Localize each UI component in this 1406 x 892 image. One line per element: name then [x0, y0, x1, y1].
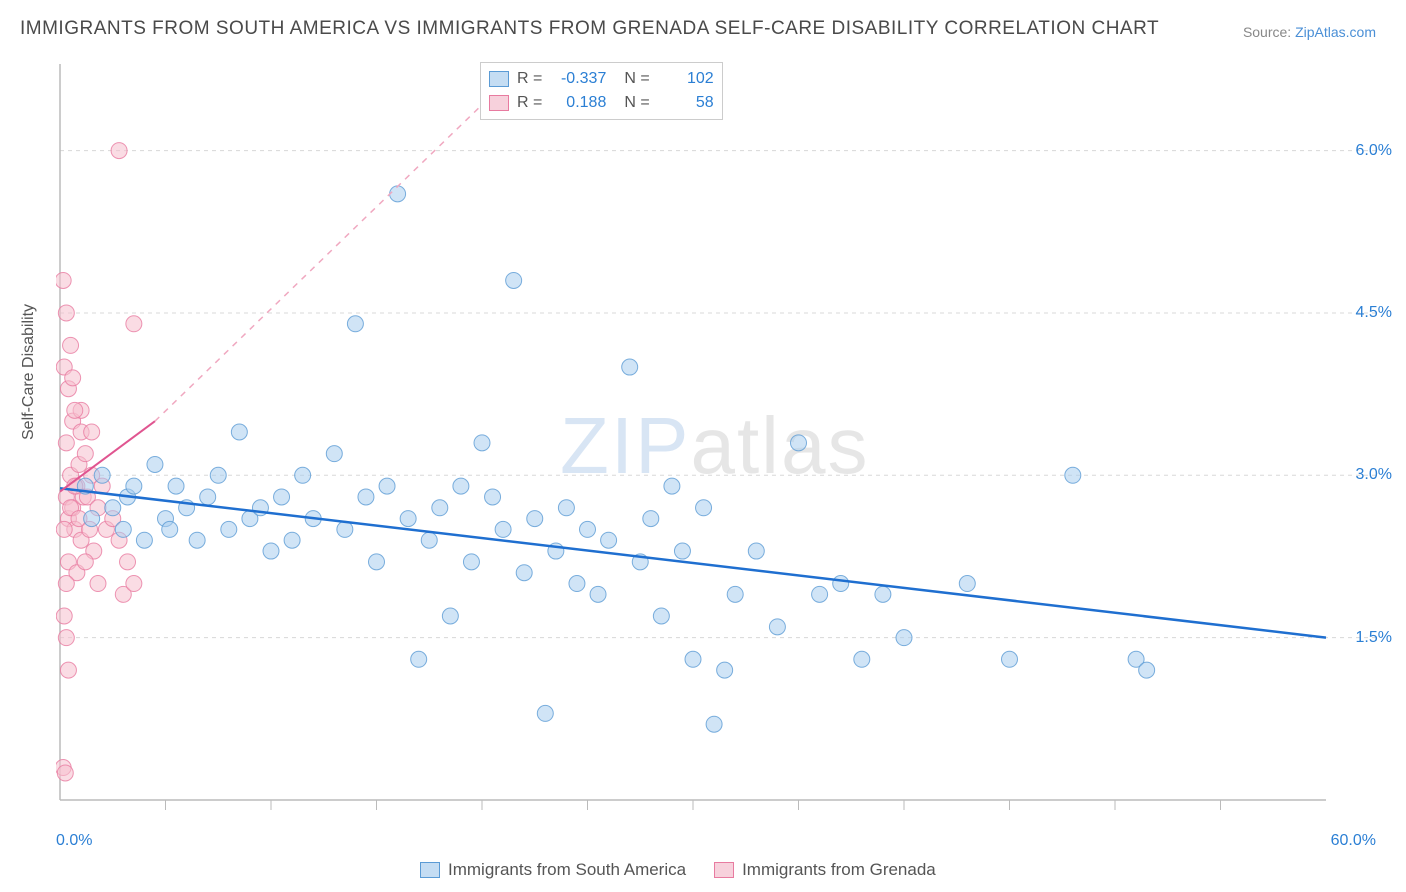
x-axis-min-label: 0.0% [56, 832, 92, 850]
source-prefix: Source: [1243, 24, 1295, 40]
correlation-legend: R = -0.337 N = 102 R = 0.188 N = 58 [480, 62, 723, 120]
series-name-1: Immigrants from South America [448, 860, 686, 880]
r-value-2: 0.188 [550, 91, 606, 115]
r-value-1: -0.337 [550, 67, 606, 91]
x-axis-max-label: 60.0% [1331, 832, 1376, 850]
legend-swatch-pink [714, 862, 734, 878]
r-label: R = [517, 67, 542, 91]
y-axis-label: Self-Care Disability [20, 304, 38, 440]
source-link[interactable]: ZipAtlas.com [1295, 24, 1376, 40]
n-value-1: 102 [658, 67, 714, 91]
scatter-chart [56, 60, 1376, 820]
series-name-2: Immigrants from Grenada [742, 860, 936, 880]
legend-item-2: Immigrants from Grenada [714, 860, 936, 880]
legend-row-series-1: R = -0.337 N = 102 [489, 67, 714, 91]
y-tick-label: 3.0% [1356, 466, 1392, 484]
n-label: N = [624, 67, 649, 91]
legend-swatch-blue [489, 71, 509, 87]
chart-title: IMMIGRANTS FROM SOUTH AMERICA VS IMMIGRA… [20, 18, 1159, 40]
y-tick-label: 4.5% [1356, 304, 1392, 322]
y-tick-label: 1.5% [1356, 629, 1392, 647]
series-legend: Immigrants from South America Immigrants… [420, 860, 936, 880]
r-label: R = [517, 91, 542, 115]
source-attribution: Source: ZipAtlas.com [1243, 24, 1376, 40]
legend-item-1: Immigrants from South America [420, 860, 686, 880]
legend-row-series-2: R = 0.188 N = 58 [489, 91, 714, 115]
n-label: N = [624, 91, 649, 115]
n-value-2: 58 [658, 91, 714, 115]
legend-swatch-blue [420, 862, 440, 878]
y-tick-label: 6.0% [1356, 142, 1392, 160]
legend-swatch-pink [489, 95, 509, 111]
